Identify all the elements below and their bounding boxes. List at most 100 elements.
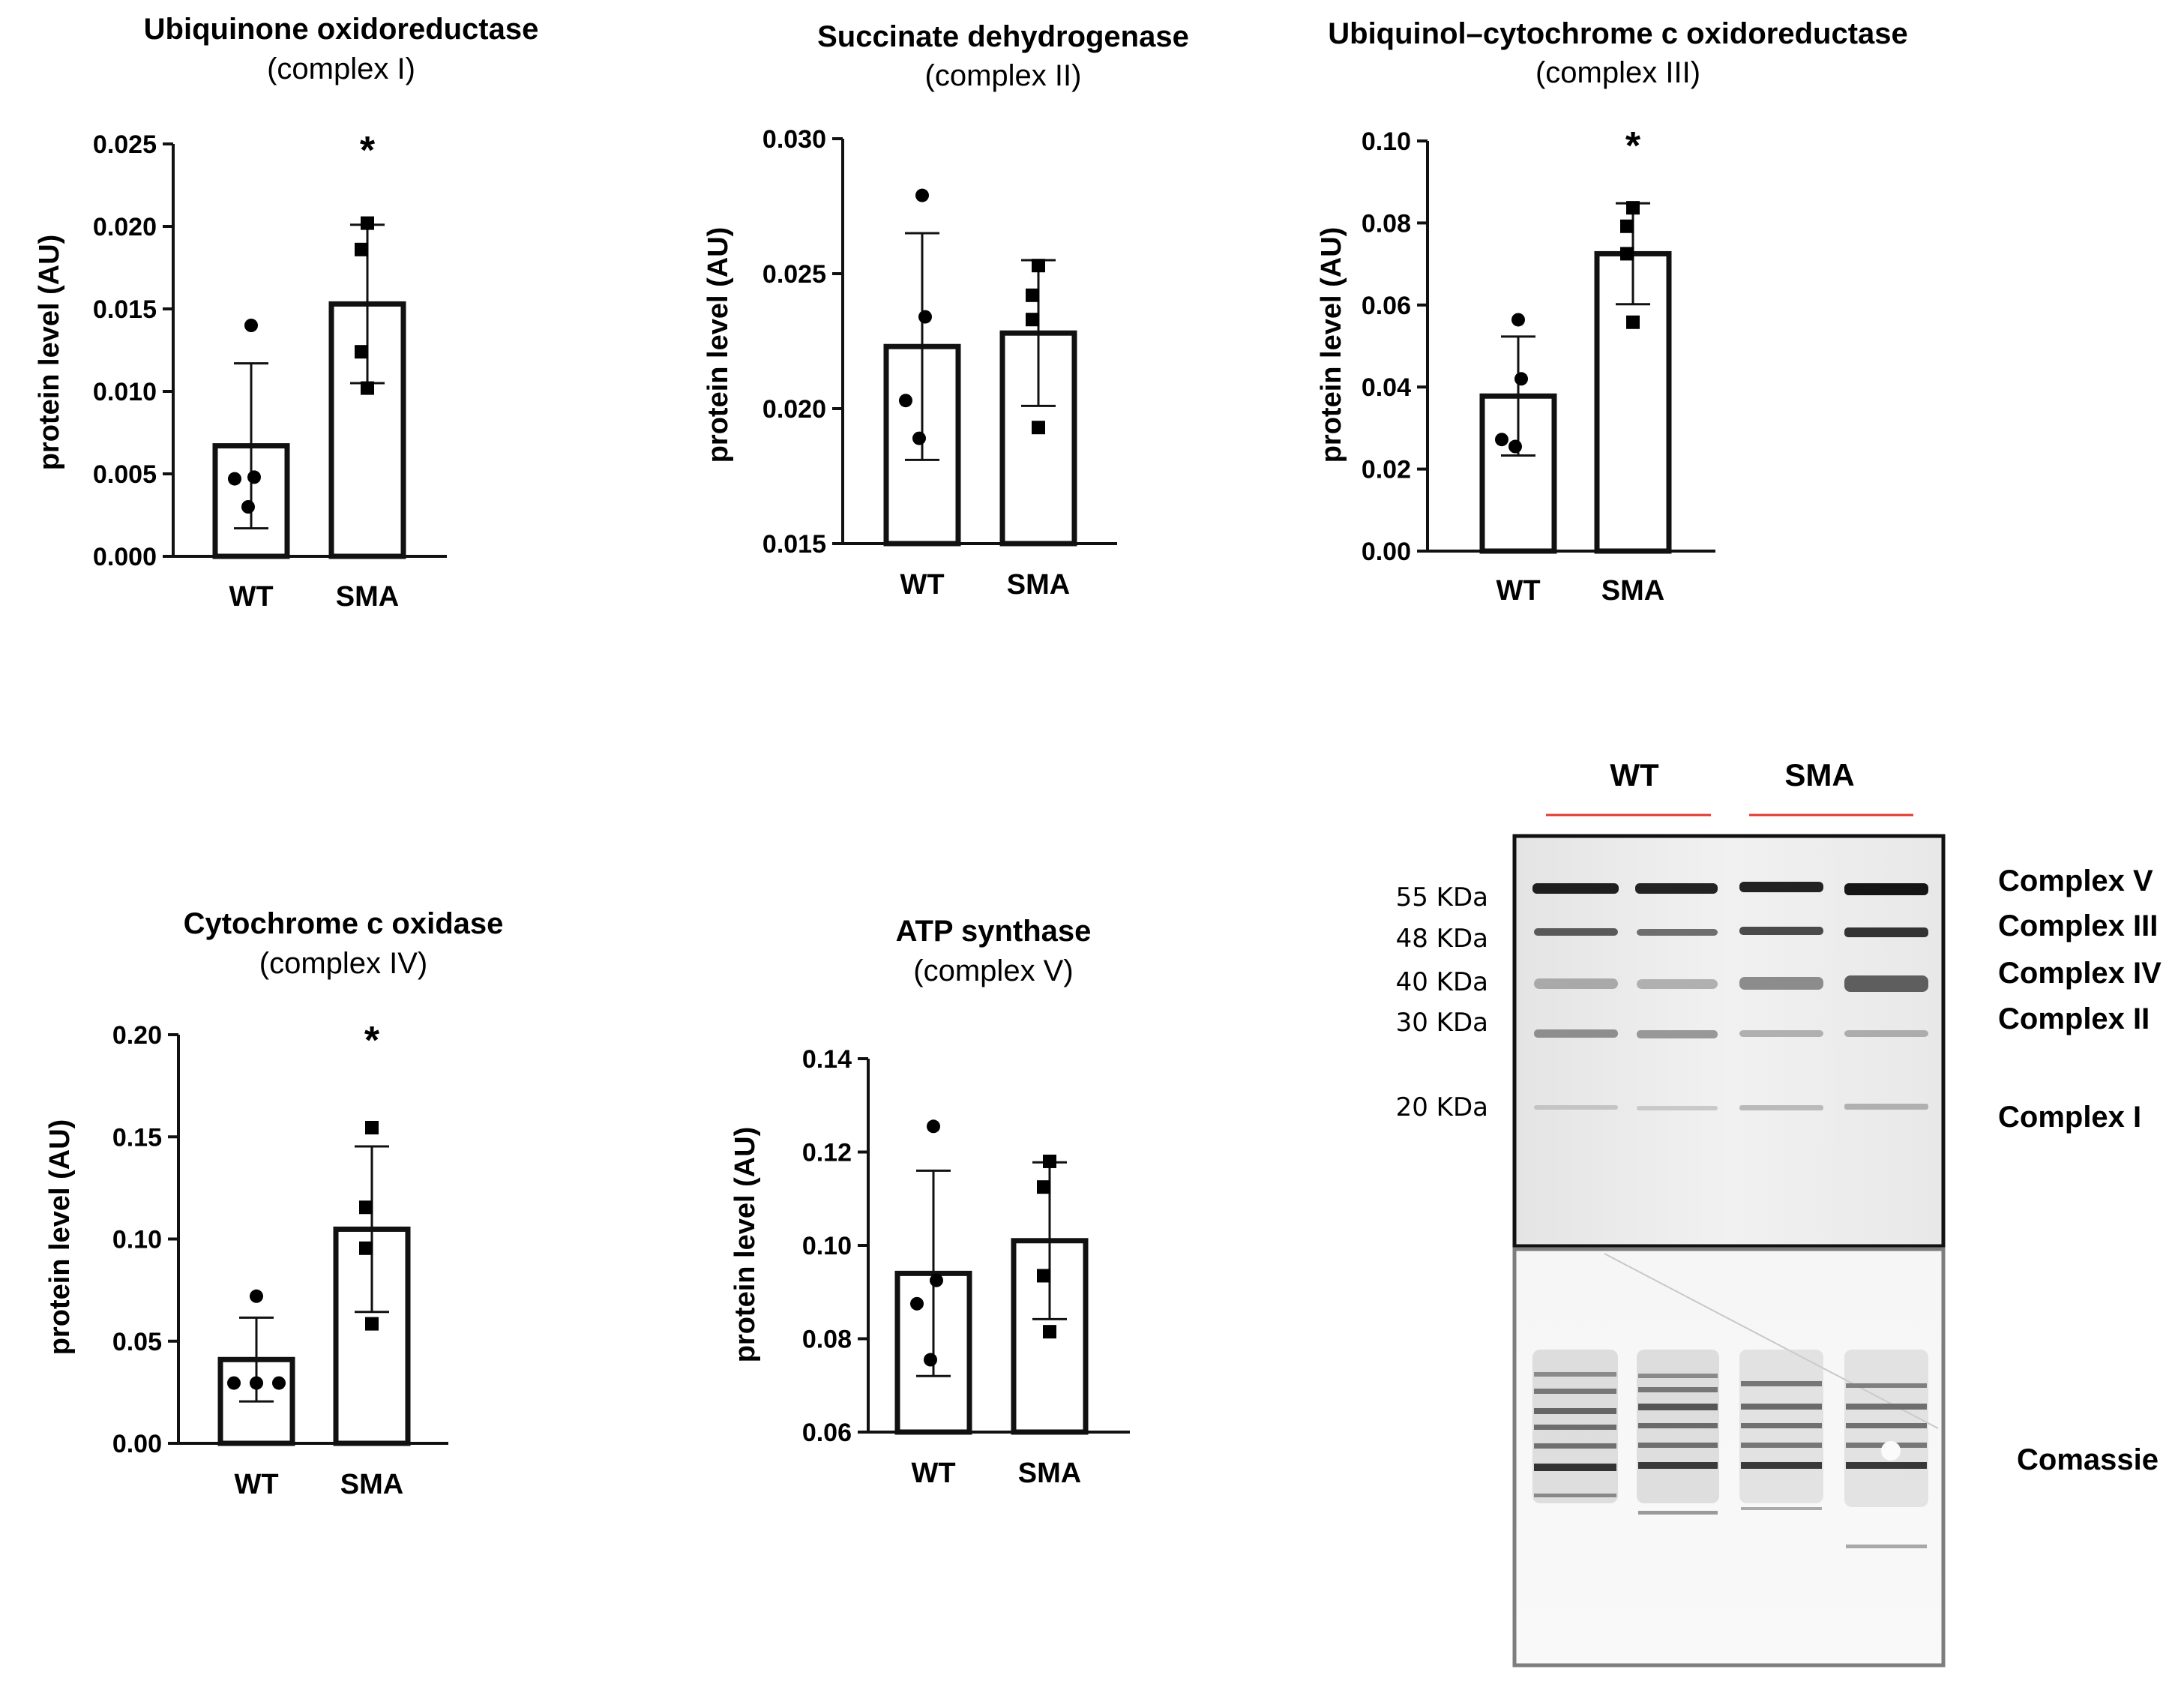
data-point-wt bbox=[272, 1376, 286, 1390]
y-tick-label: 0.05 bbox=[112, 1328, 162, 1356]
band-complex-iv-lane-2 bbox=[1637, 979, 1718, 989]
mw-marker-20: 20 KDa bbox=[1396, 1092, 1488, 1122]
band-complex-i-lane-3 bbox=[1739, 1105, 1823, 1110]
band-complex-i-lane-4 bbox=[1844, 1104, 1928, 1110]
y-tick-label: 0.15 bbox=[112, 1123, 162, 1152]
chart-subtitle: (complex III) bbox=[1535, 56, 1700, 89]
y-tick-label: 0.000 bbox=[93, 543, 157, 571]
data-point-sma bbox=[1037, 1180, 1050, 1194]
y-tick-label: 0.015 bbox=[93, 295, 157, 324]
coomassie-band bbox=[1846, 1462, 1927, 1469]
y-tick-label: 0.08 bbox=[1362, 209, 1411, 238]
coomassie-band bbox=[1638, 1462, 1718, 1469]
y-tick-label: 0.10 bbox=[802, 1232, 852, 1260]
data-point-wt bbox=[244, 319, 258, 332]
y-tick-label: 0.10 bbox=[112, 1226, 162, 1254]
band-complex-iii-lane-1 bbox=[1534, 928, 1618, 936]
data-point-wt bbox=[1514, 372, 1528, 386]
mw-marker-48: 48 KDa bbox=[1396, 924, 1488, 954]
data-point-wt bbox=[1508, 439, 1522, 454]
data-point-wt bbox=[910, 1296, 924, 1311]
chart-panel-complex-v: ATP synthase (complex V) protein level (… bbox=[729, 915, 1130, 1489]
band-complex-v-lane-4 bbox=[1844, 883, 1928, 895]
coomassie-label: Comassie bbox=[2017, 1443, 2159, 1476]
y-axis-label: protein level (AU) bbox=[34, 235, 65, 471]
coomassie-band bbox=[1638, 1443, 1718, 1448]
data-point-sma bbox=[1032, 259, 1045, 273]
band-complex-iv-lane-3 bbox=[1739, 977, 1823, 990]
significance-marker-sma: * bbox=[1625, 124, 1641, 168]
coomassie-band bbox=[1534, 1408, 1616, 1414]
coomassie-lane-4 bbox=[1844, 1350, 1928, 1548]
chart-subtitle: (complex V) bbox=[913, 954, 1073, 987]
y-ticks: 0.00 0.05 0.10 0.15 0.20 bbox=[112, 1021, 178, 1458]
data-point-sma bbox=[1620, 247, 1634, 261]
data-point-sma bbox=[1620, 219, 1634, 233]
y-tick-label: 0.06 bbox=[1362, 292, 1411, 320]
data-point-sma bbox=[1043, 1325, 1056, 1339]
data-point-wt bbox=[924, 1353, 937, 1367]
coomassie-band bbox=[1846, 1404, 1927, 1410]
chart-title: Cytochrome c oxidase bbox=[184, 907, 504, 940]
immunoblot-membrane bbox=[1512, 834, 1946, 1248]
band-complex-iv-lane-1 bbox=[1534, 978, 1618, 989]
y-tick-label: 0.020 bbox=[93, 213, 157, 241]
y-axis-label: protein level (AU) bbox=[44, 1119, 76, 1356]
data-point-sma bbox=[365, 1120, 379, 1134]
y-tick-label: 0.02 bbox=[1362, 456, 1411, 484]
chart-panel-complex-i: Ubiquinone oxidoreductase (complex I) pr… bbox=[34, 13, 538, 613]
data-point-sma bbox=[1626, 201, 1640, 215]
mw-marker-30: 30 KDa bbox=[1396, 1008, 1488, 1038]
chart-subtitle: (complex IV) bbox=[259, 947, 428, 980]
y-ticks: 0.00 0.02 0.04 0.06 0.08 0.10 bbox=[1362, 127, 1428, 566]
data-point-wt bbox=[912, 431, 926, 445]
blot-complex-label-ii: Complex II bbox=[1998, 1002, 2150, 1035]
coomassie-band bbox=[1741, 1381, 1822, 1386]
coomassie-band bbox=[1534, 1464, 1616, 1471]
western-blot: WT SMA bbox=[1396, 757, 2162, 1668]
error-bar-wt bbox=[916, 1169, 951, 1377]
y-tick-label: 0.14 bbox=[802, 1045, 852, 1074]
significance-marker-sma: * bbox=[364, 1019, 380, 1062]
chart-subtitle: (complex II) bbox=[925, 59, 1082, 92]
data-point-sma bbox=[1026, 313, 1039, 327]
coomassie-band bbox=[1741, 1423, 1822, 1428]
y-tick-label: 0.025 bbox=[93, 130, 157, 159]
data-point-wt bbox=[918, 310, 932, 324]
chart-panel-complex-iii: Ubiquinol–cytochrome c oxidoreductase (c… bbox=[1316, 17, 1908, 607]
x-tick-label-sma: SMA bbox=[1018, 1458, 1081, 1489]
data-point-wt bbox=[899, 394, 912, 408]
data-point-wt bbox=[241, 500, 255, 514]
chart-title: Succinate dehydrogenase bbox=[817, 20, 1189, 53]
data-point-sma bbox=[355, 242, 368, 256]
band-complex-i-lane-2 bbox=[1637, 1106, 1718, 1110]
x-tick-label-sma: SMA bbox=[336, 581, 399, 613]
chart-title: Ubiquinol–cytochrome c oxidoreductase bbox=[1328, 17, 1908, 50]
bar-sma bbox=[999, 330, 1077, 547]
data-point-sma bbox=[361, 381, 374, 395]
coomassie-band bbox=[1638, 1374, 1718, 1378]
immunoblot-bands bbox=[1532, 882, 1928, 1110]
coomassie-band bbox=[1534, 1425, 1616, 1430]
blot-group-label-sma: SMA bbox=[1784, 757, 1854, 793]
chart-panel-complex-iv: Cytochrome c oxidase (complex IV) protei… bbox=[44, 907, 503, 1500]
blot-complex-label-v: Complex V bbox=[1998, 864, 2153, 897]
y-tick-label: 0.08 bbox=[802, 1326, 852, 1354]
data-point-wt bbox=[250, 1289, 263, 1303]
error-bar-wt bbox=[1501, 335, 1535, 457]
blot-complex-label-i: Complex I bbox=[1998, 1101, 2141, 1134]
coomassie-band bbox=[1846, 1423, 1927, 1428]
band-complex-ii-lane-4 bbox=[1844, 1030, 1928, 1037]
data-point-wt bbox=[915, 188, 929, 202]
band-complex-iv-lane-4 bbox=[1844, 975, 1928, 992]
band-complex-iii-lane-4 bbox=[1844, 927, 1928, 937]
error-bar-sma bbox=[355, 1145, 389, 1314]
coomassie-band bbox=[1846, 1383, 1927, 1388]
coomassie-band bbox=[1741, 1443, 1822, 1448]
data-point-sma bbox=[359, 1241, 373, 1255]
data-point-sma bbox=[1626, 315, 1640, 329]
blot-complex-label-iv: Complex IV bbox=[1998, 957, 2162, 990]
y-ticks: 0.06 0.08 0.10 0.12 0.14 bbox=[802, 1045, 868, 1447]
data-point-sma bbox=[361, 216, 374, 230]
